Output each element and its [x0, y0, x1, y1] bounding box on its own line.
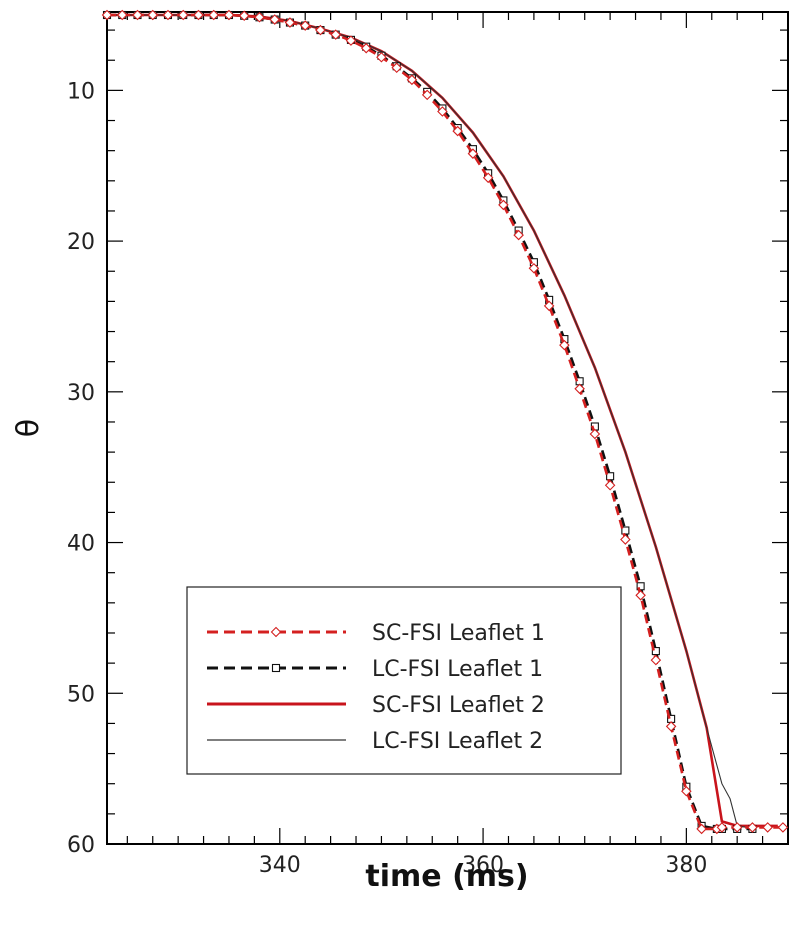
diamond-marker [315, 24, 326, 36]
axis-tick-labels: 340 360 380 10 20 30 40 50 60 [67, 79, 707, 878]
legend-label: LC-FSI Leaflet 1 [372, 657, 543, 682]
diamond-marker [269, 14, 280, 25]
diamond-marker [132, 9, 143, 21]
diamond-marker [543, 300, 555, 312]
diamond-marker [421, 89, 433, 101]
series-layer [101, 9, 789, 835]
diamond-marker [559, 339, 570, 351]
legend-label: LC-FSI Leaflet 2 [372, 729, 543, 754]
diamond-marker [777, 822, 789, 833]
x-tick-label: 340 [259, 853, 301, 878]
diamond-marker [437, 106, 448, 117]
diamond-marker [147, 9, 159, 21]
y-tick-label: 20 [67, 230, 95, 255]
y-tick-label: 30 [67, 381, 95, 406]
diamond-marker [238, 10, 250, 22]
legend-square-marker [271, 663, 281, 673]
y-tick-label: 50 [67, 682, 95, 707]
diamond-marker [635, 590, 646, 601]
series-line-1 [107, 13, 783, 831]
diamond-marker [696, 823, 707, 835]
diamond-marker [345, 35, 357, 46]
y-tick-label: 60 [67, 833, 95, 858]
diamond-marker [731, 822, 743, 833]
y-axis-title: θ [11, 419, 46, 437]
diamond-marker [498, 199, 509, 211]
diamond-marker [391, 62, 402, 74]
plot-frame [106, 11, 789, 845]
legend-diamond-marker [270, 626, 282, 638]
legend-box [186, 586, 622, 775]
diamond-marker [299, 20, 311, 31]
diamond-marker [452, 125, 463, 137]
diamond-marker [762, 822, 773, 833]
square-marker [651, 647, 660, 656]
diamond-marker [177, 9, 189, 21]
diamond-marker [223, 9, 235, 21]
legend-label: SC-FSI Leaflet 2 [372, 693, 545, 718]
diamond-marker [360, 42, 372, 54]
diamond-marker [589, 428, 601, 440]
legend-label: SC-FSI Leaflet 1 [372, 621, 545, 646]
diamond-marker [116, 9, 128, 21]
diamond-marker [284, 17, 296, 28]
x-tick-label: 360 [462, 853, 504, 878]
diamond-marker [528, 262, 540, 274]
diamond-marker [604, 479, 616, 491]
diamond-marker [254, 11, 265, 23]
diamond-marker [193, 9, 204, 21]
square-marker [636, 582, 645, 591]
y-tick-label: 10 [67, 79, 95, 104]
diamond-marker [681, 785, 692, 797]
diamond-marker [406, 74, 418, 86]
diamond-marker [620, 534, 631, 545]
diamond-marker [162, 9, 174, 21]
diamond-marker [330, 29, 341, 40]
series-line-2 [107, 13, 753, 831]
diamond-marker [665, 721, 677, 732]
diamond-marker [650, 654, 662, 666]
square-marker [621, 526, 630, 535]
diamond-marker [482, 172, 494, 184]
diamond-marker [101, 9, 113, 21]
square-marker [606, 472, 615, 481]
diamond-marker [574, 383, 585, 395]
diamond-marker [513, 229, 524, 241]
y-tick-label: 40 [67, 532, 95, 557]
legend: SC-FSI Leaflet 1 LC-FSI Leaflet 1 SC-FSI L… [186, 586, 622, 775]
diamond-marker [467, 148, 479, 159]
diamond-marker [208, 9, 220, 21]
x-axis-title: time (ms) [365, 859, 528, 894]
x-tick-label: 380 [665, 853, 707, 878]
diamond-marker [747, 822, 758, 833]
diamond-marker [716, 822, 728, 833]
diamond-marker [376, 51, 387, 63]
